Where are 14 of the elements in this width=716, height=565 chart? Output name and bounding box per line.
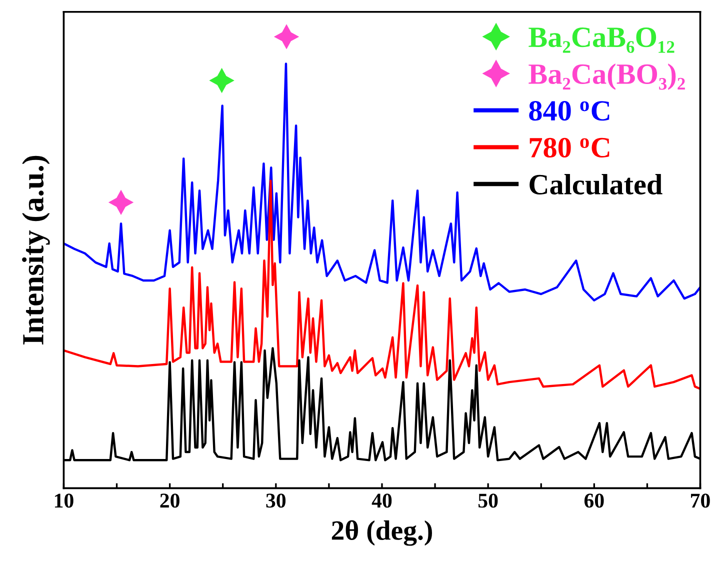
legend-label: Calculated bbox=[530, 174, 662, 195]
x-tick-label: 50 bbox=[478, 494, 498, 508]
x-tick-label: 70 bbox=[691, 494, 710, 508]
y-axis-title: Intensity (a.u.) bbox=[22, 156, 50, 344]
legend-label: Ba₂CaB₆O₁₂ bbox=[528, 28, 674, 53]
x-tick-label: 20 bbox=[160, 494, 180, 508]
x-tick-label: 60 bbox=[584, 494, 604, 508]
x-tick-label: 40 bbox=[372, 494, 392, 508]
legend-label: 780 $^{o}$C bbox=[530, 138, 610, 158]
legend-label: 840 $^{o}$C bbox=[529, 100, 610, 121]
legend-label: Ba₂Ca(BO₃)₂ bbox=[528, 63, 685, 90]
x-axis-title: 2θ (deg.) bbox=[332, 520, 432, 546]
x-tick-label: 30 bbox=[266, 494, 286, 508]
x-tick-label: 10 bbox=[54, 494, 74, 508]
